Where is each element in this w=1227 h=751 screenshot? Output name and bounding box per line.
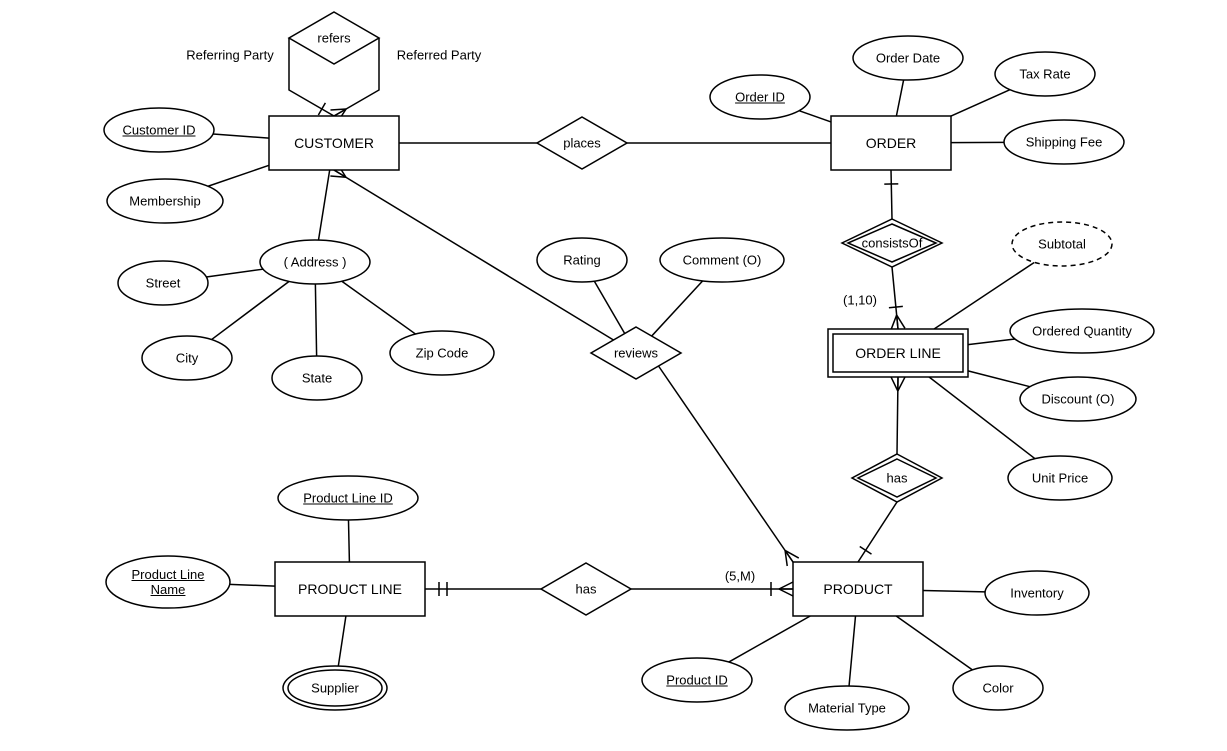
attribute-comment [660, 238, 784, 282]
attribute-material_type [785, 686, 909, 730]
attribute-subtotal [1012, 222, 1112, 266]
attribute-unit_price [1008, 456, 1112, 500]
attribute-supplier [283, 666, 387, 710]
relationship-has_ol [852, 454, 942, 502]
relationship-places [537, 117, 627, 169]
attribute-street [118, 261, 208, 305]
relationship-refers [289, 12, 379, 64]
attribute-membership [107, 179, 223, 223]
attribute-address [260, 240, 370, 284]
attribute-order_date [853, 36, 963, 80]
entity-customer [269, 116, 399, 170]
attribute-discount [1020, 377, 1136, 421]
relationship-consistsOf [842, 219, 942, 267]
attribute-order_id [710, 75, 810, 119]
entity-orderline [828, 329, 968, 377]
attribute-zip [390, 331, 494, 375]
entity-productline [275, 562, 425, 616]
attribute-product_id [642, 658, 752, 702]
entity-product [793, 562, 923, 616]
attribute-tax_rate [995, 52, 1095, 96]
attribute-shipping_fee [1004, 120, 1124, 164]
attribute-city [142, 336, 232, 380]
er-diagram [0, 0, 1227, 751]
entity-order [831, 116, 951, 170]
attribute-rating [537, 238, 627, 282]
attribute-product_line_name [106, 556, 230, 608]
relationship-has_pl [541, 563, 631, 615]
attribute-inventory [985, 571, 1089, 615]
attribute-product_line_id [278, 476, 418, 520]
attribute-state [272, 356, 362, 400]
attribute-ordered_qty [1010, 309, 1154, 353]
attribute-color [953, 666, 1043, 710]
attribute-customer_id [104, 108, 214, 152]
